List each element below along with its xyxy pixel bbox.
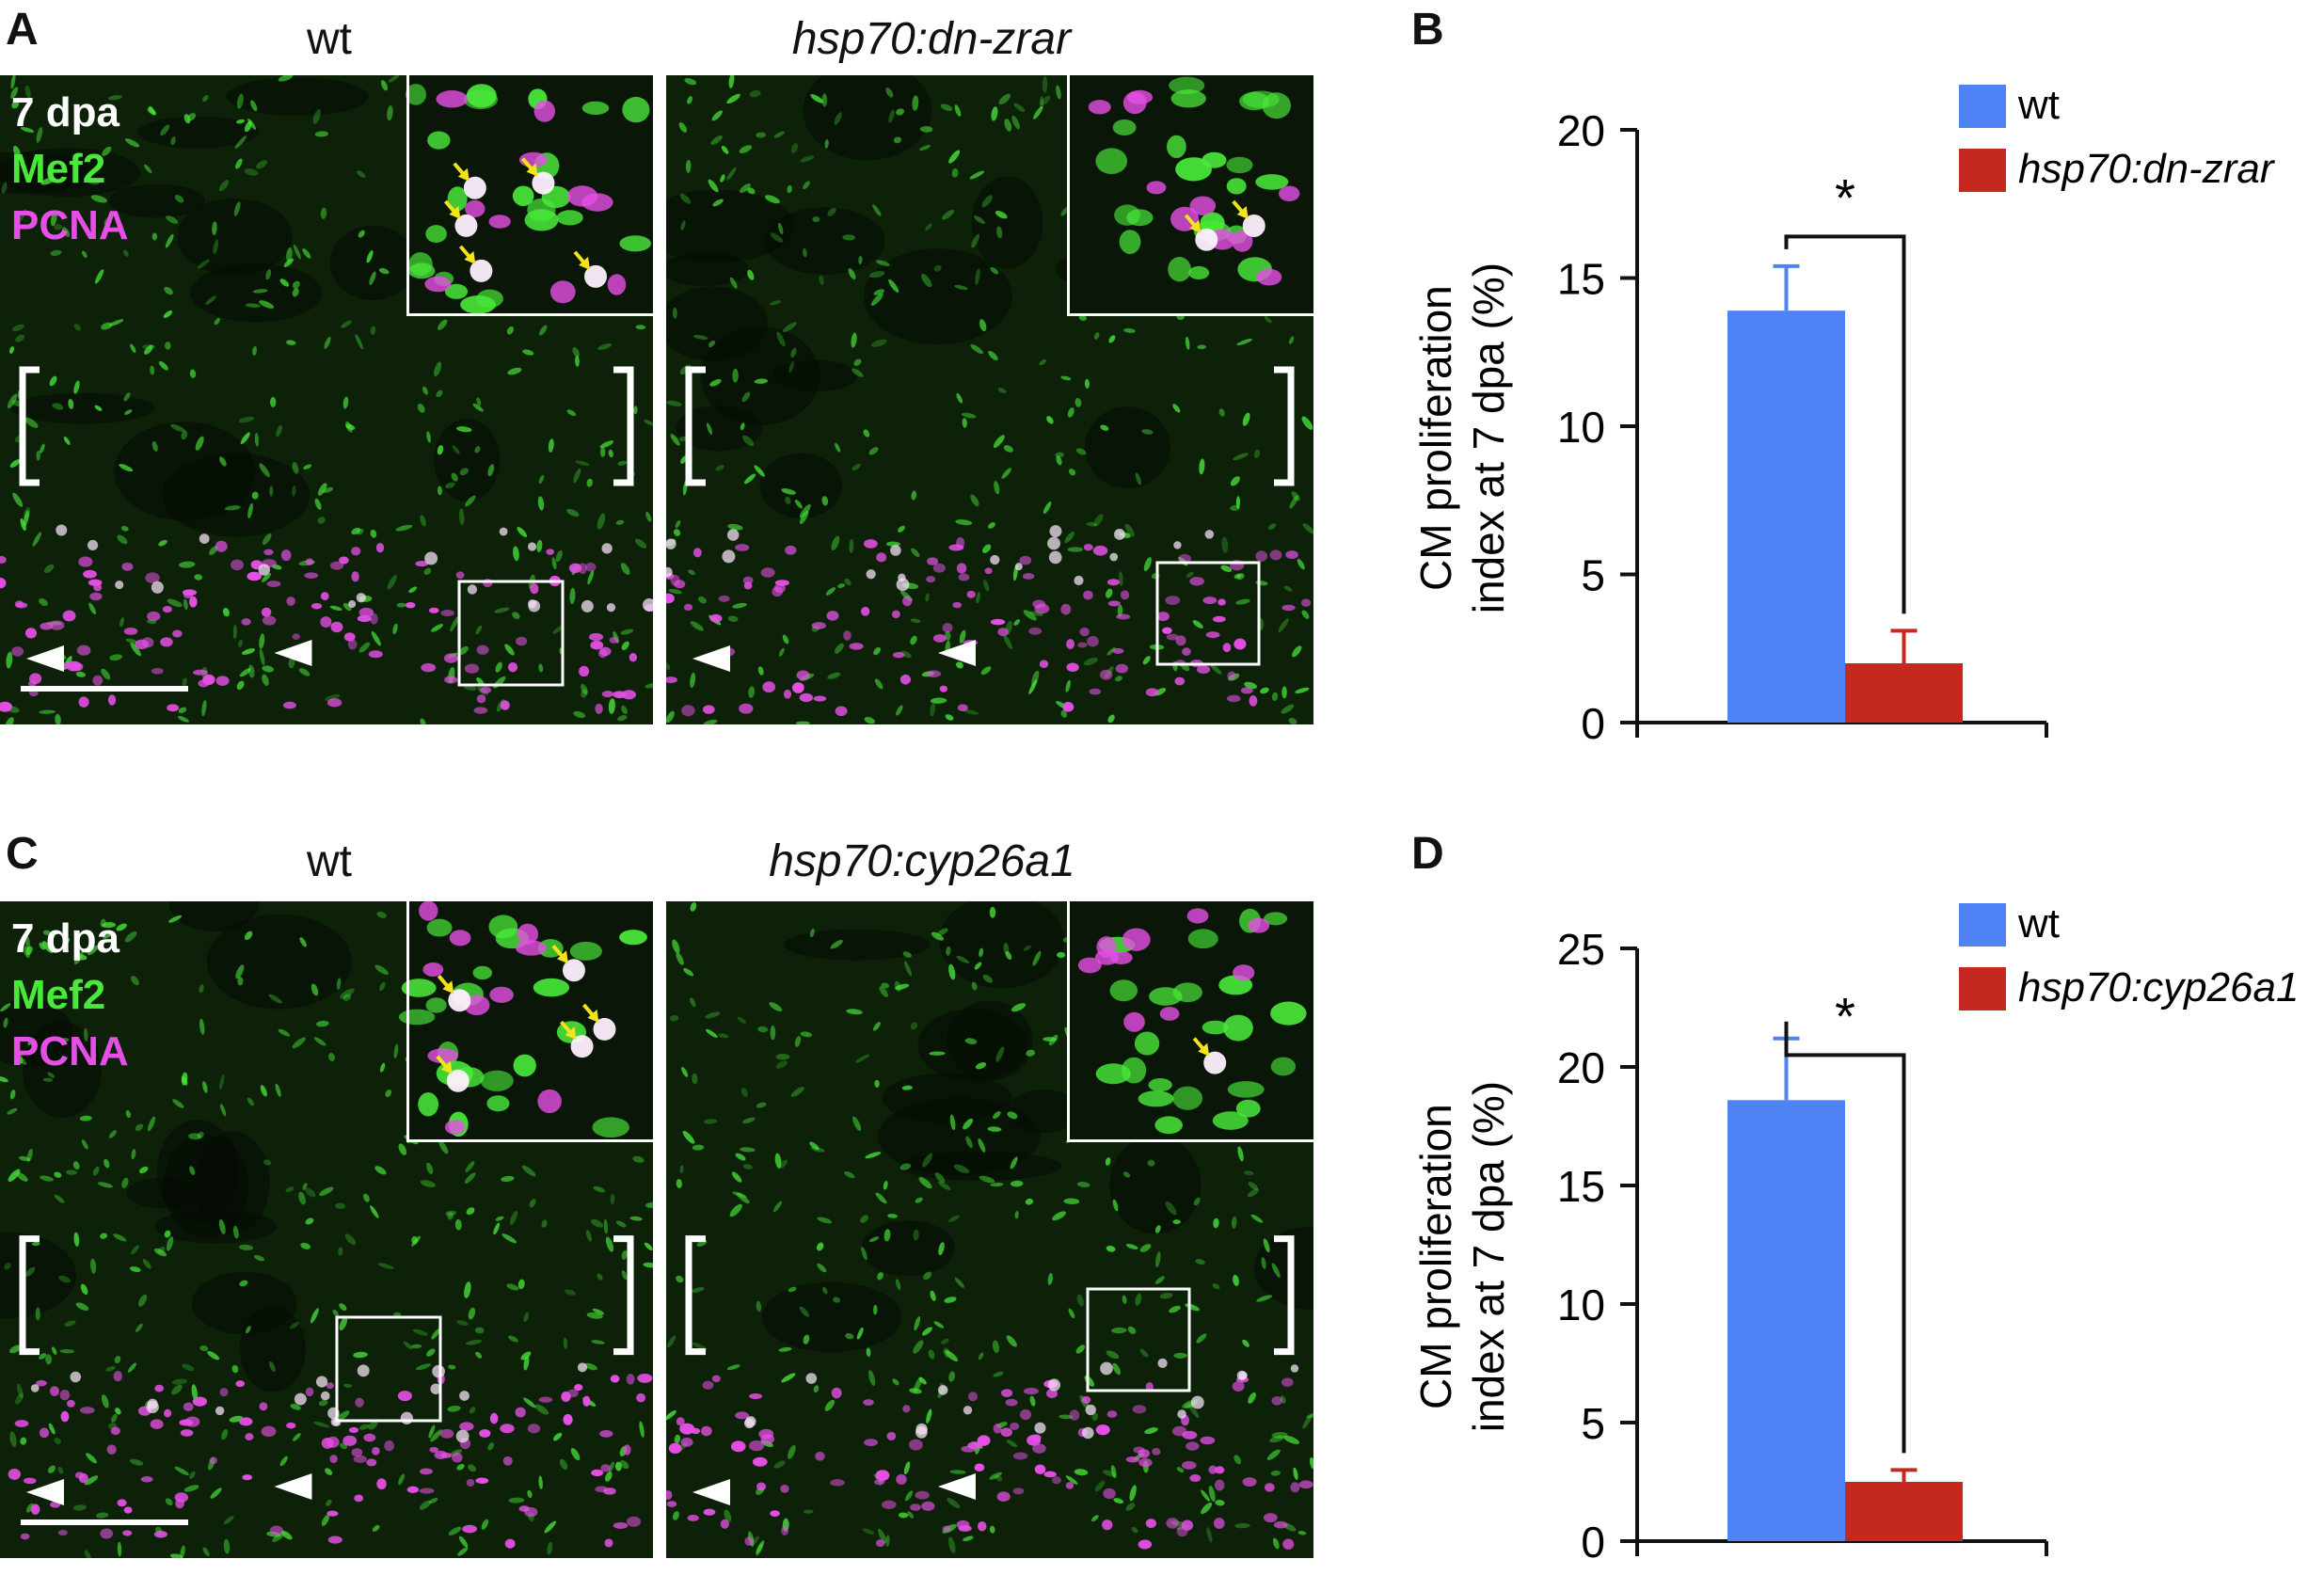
inset-source-box <box>457 580 565 687</box>
region-brackets <box>19 366 634 486</box>
bar-chart-d: CM proliferationindex at 7 dpa (%) 0 5 10 15… <box>1411 903 2299 1567</box>
micrograph-c-wt: 7 dpa Mef2 PCNA <box>0 901 653 1558</box>
stain-label-mef2: Mef2 <box>11 146 106 192</box>
yellow-arrow-icon <box>581 1003 599 1023</box>
y-tick-label: 5 <box>1581 1399 1605 1448</box>
legend-swatch <box>1959 149 2006 192</box>
yellow-arrow-icon <box>1184 214 1202 233</box>
region-brackets <box>685 366 1295 486</box>
legend-swatch <box>1959 903 2006 947</box>
bar-mutant <box>1845 1482 1963 1541</box>
magnified-inset <box>1067 75 1313 316</box>
yellow-arrow-icon <box>1192 1037 1210 1057</box>
y-tick-label: 20 <box>1557 1043 1605 1092</box>
stain-label-mef2: Mef2 <box>11 972 106 1018</box>
yellow-arrow-icon <box>1232 199 1249 219</box>
y-tick-label: 0 <box>1581 1518 1605 1567</box>
arrowhead-icon <box>937 1473 976 1500</box>
bar-wt <box>1727 1100 1845 1541</box>
y-tick-label: 10 <box>1557 1281 1605 1329</box>
micrograph-c-mutant <box>666 901 1313 1558</box>
yellow-arrow-icon <box>551 945 568 964</box>
region-brackets <box>685 1235 1295 1356</box>
inset-source-box <box>335 1315 442 1423</box>
significance-bracket <box>1784 234 1906 614</box>
y-tick-label: 15 <box>1557 255 1605 304</box>
yellow-arrow-icon <box>436 1055 453 1074</box>
yellow-arrow-icon <box>573 250 591 270</box>
magnified-inset <box>405 75 653 316</box>
bar-mutant <box>1845 663 1963 723</box>
pcna-nuclei <box>666 1358 1313 1550</box>
stain-label-dpa: 7 dpa <box>11 89 119 135</box>
legend-label: wt <box>2017 85 2060 128</box>
y-tick-label: 10 <box>1557 403 1605 452</box>
column-title-wt-row1: wt <box>307 14 352 64</box>
yellow-arrow-icon <box>560 1020 577 1041</box>
arrowhead-icon <box>692 645 730 672</box>
yellow-arrow-icon <box>453 162 470 182</box>
column-title-wt-row2: wt <box>307 836 352 886</box>
panel-label-b: B <box>1411 5 1444 55</box>
stain-label-pcna: PCNA <box>11 202 129 248</box>
y-tick-label: 0 <box>1581 699 1605 748</box>
y-tick-label: 25 <box>1557 925 1605 974</box>
y-axis-label: CM proliferationindex at 7 dpa (%) <box>1411 262 1513 613</box>
significance-star: * <box>1835 167 1855 227</box>
legend-label: wt <box>2017 903 2060 947</box>
pcna-nuclei <box>8 1362 653 1549</box>
bar-wt <box>1727 310 1845 723</box>
inset-source-box <box>1086 1287 1191 1392</box>
stain-legend-c: 7 dpa Mef2 PCNA <box>11 911 129 1080</box>
micrograph-a-wt: 7 dpa Mef2 PCNA <box>0 75 653 724</box>
arrowhead-icon <box>274 640 312 666</box>
inset-source-box <box>1155 561 1261 666</box>
magnified-inset <box>1067 901 1313 1142</box>
significance-bracket <box>1784 1021 1906 1454</box>
mef2-nuclei <box>0 901 653 1558</box>
bar-chart-b: CM proliferationindex at 7 dpa (%) 0 5 10 15… <box>1411 85 2276 748</box>
stain-label-dpa: 7 dpa <box>11 915 119 962</box>
significance-star: * <box>1835 986 1855 1045</box>
arrowhead-icon <box>26 1479 64 1505</box>
panel-label-c: C <box>6 829 39 879</box>
arrowhead-icon <box>274 1473 312 1500</box>
legend-swatch <box>1959 85 2006 128</box>
column-title-mutant-row2: hsp70:cyp26a1 <box>769 836 1075 886</box>
y-tick-label: 5 <box>1581 551 1605 600</box>
stain-legend-a: 7 dpa Mef2 PCNA <box>11 85 129 254</box>
legend-label: hsp70:dn-zrar <box>2018 146 2276 192</box>
legend-label: hsp70:cyp26a1 <box>2018 964 2299 1010</box>
yellow-arrow-icon <box>443 199 461 219</box>
arrowhead-icon <box>692 1479 730 1505</box>
panel-label-a: A <box>6 5 39 55</box>
y-tick-label: 15 <box>1557 1162 1605 1211</box>
arrowhead-icon <box>937 640 976 666</box>
y-axis-label: CM proliferationindex at 7 dpa (%) <box>1411 1081 1513 1432</box>
magnified-inset <box>398 901 653 1142</box>
region-brackets <box>19 1235 634 1356</box>
y-tick-label: 20 <box>1557 106 1605 155</box>
micrograph-a-mutant <box>666 75 1313 724</box>
pcna-nuclei <box>0 524 653 714</box>
yellow-arrow-icon <box>437 974 454 994</box>
arrowhead-icon <box>26 645 64 672</box>
stain-label-pcna: PCNA <box>11 1028 129 1074</box>
legend-swatch <box>1959 967 2006 1010</box>
yellow-arrow-icon <box>520 157 538 177</box>
pcna-nuclei <box>666 525 1312 717</box>
yellow-arrow-icon <box>458 245 476 264</box>
panel-label-d: D <box>1411 829 1444 879</box>
column-title-mutant-row1: hsp70:dn-zrar <box>791 14 1072 64</box>
